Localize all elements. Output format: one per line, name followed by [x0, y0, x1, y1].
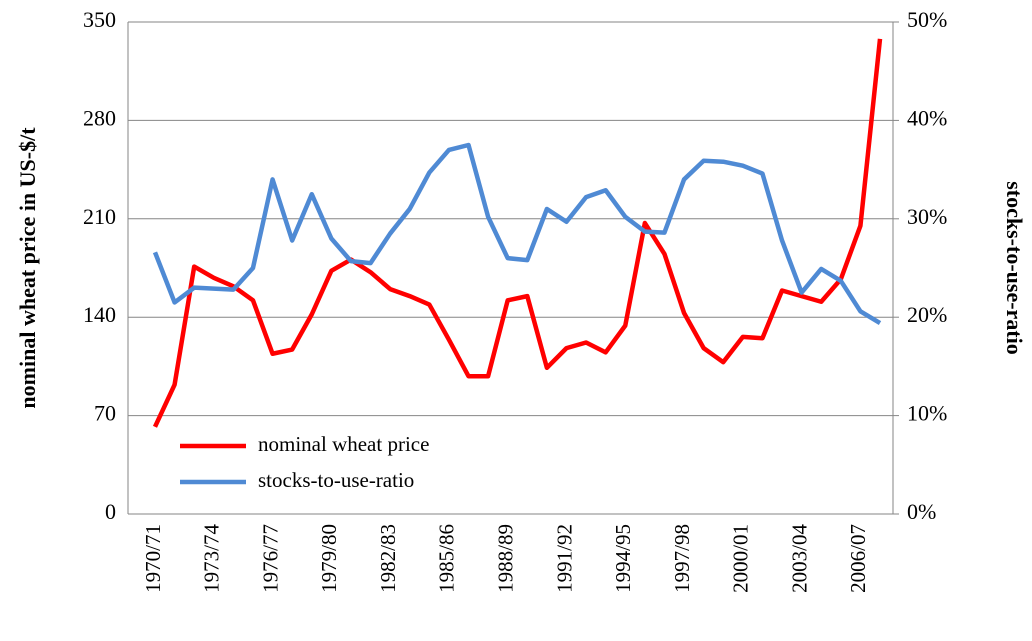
- x-tick-label: 1994/95: [611, 524, 635, 593]
- y2-axis-label: stocks-to-use-ratio: [1002, 181, 1027, 355]
- y-tick-label: 140: [83, 302, 116, 327]
- y-axis-label: nominal wheat price in US-$/t: [15, 127, 40, 409]
- x-tick-label: 2003/04: [787, 524, 811, 593]
- series-line: [152, 38, 883, 428]
- legend-label: nominal wheat price: [258, 432, 429, 456]
- y2-tick-label: 40%: [907, 105, 947, 130]
- y-tick-label: 0: [105, 499, 116, 524]
- series-line: [152, 142, 882, 326]
- y2-tick-label: 0%: [907, 499, 936, 524]
- x-tick-label: 1988/89: [494, 524, 518, 593]
- x-tick-label: 2006/07: [846, 524, 870, 593]
- x-tick-label: 1976/77: [258, 524, 282, 593]
- y2-tick-label: 30%: [907, 204, 947, 229]
- legend-label: stocks-to-use-ratio: [258, 468, 414, 492]
- y2-tick-label: 20%: [907, 302, 947, 327]
- x-tick-label: 1979/80: [317, 524, 341, 593]
- x-tick-label: 2000/01: [729, 524, 753, 593]
- y-tick-label: 280: [83, 105, 116, 130]
- x-tick-label: 1985/86: [435, 524, 459, 593]
- y2-tick-label: 50%: [907, 7, 947, 32]
- x-tick-label: 1970/71: [141, 524, 165, 593]
- x-tick-label: 1991/92: [552, 524, 576, 593]
- x-tick-label: 1982/83: [376, 524, 400, 593]
- x-tick-label: 1973/74: [200, 524, 224, 593]
- y2-tick-label: 10%: [907, 401, 947, 426]
- y-tick-label: 350: [83, 7, 116, 32]
- x-tick-label: 1997/98: [670, 524, 694, 593]
- y-tick-label: 70: [94, 401, 116, 426]
- y-tick-label: 210: [83, 204, 116, 229]
